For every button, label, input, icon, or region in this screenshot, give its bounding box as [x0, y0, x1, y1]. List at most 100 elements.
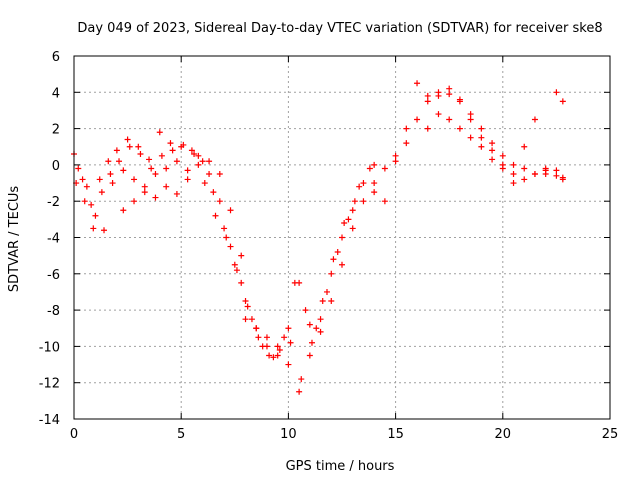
chart-title: Day 049 of 2023, Sidereal Day-to-day VTE… — [77, 21, 602, 36]
data-point — [381, 165, 388, 172]
data-point — [467, 116, 474, 123]
data-point — [328, 298, 335, 305]
data-point — [328, 270, 335, 277]
data-point — [83, 183, 90, 190]
data-point — [360, 180, 367, 187]
data-point — [173, 158, 180, 165]
data-point — [349, 207, 356, 214]
data-point — [169, 147, 176, 154]
data-point — [233, 267, 240, 274]
data-point — [317, 328, 324, 335]
data-point — [75, 165, 82, 172]
data-point — [276, 347, 283, 354]
data-point — [287, 339, 294, 346]
data-point — [478, 143, 485, 150]
data-point — [156, 129, 163, 136]
y-tick-label: -10 — [39, 340, 60, 355]
data-point — [109, 180, 116, 187]
data-point — [371, 161, 378, 168]
data-point — [559, 98, 566, 105]
series-track-3 — [75, 161, 373, 361]
data-point — [334, 249, 341, 256]
data-point — [285, 325, 292, 332]
data-point — [510, 180, 517, 187]
data-point — [124, 136, 131, 143]
data-point — [553, 89, 560, 96]
data-point — [349, 225, 356, 232]
data-point — [553, 172, 560, 179]
x-tick-label: 10 — [280, 427, 297, 442]
series-track-7 — [424, 91, 566, 187]
data-point — [221, 225, 228, 232]
data-point — [330, 256, 337, 263]
data-point — [163, 165, 170, 172]
data-point — [152, 194, 159, 201]
series-track-2 — [73, 141, 358, 383]
y-tick-label: -6 — [47, 268, 60, 283]
data-point — [371, 189, 378, 196]
data-point — [227, 243, 234, 250]
data-point — [248, 316, 255, 323]
data-point — [137, 151, 144, 158]
data-point — [521, 143, 528, 150]
data-point — [351, 198, 358, 205]
data-point — [489, 156, 496, 163]
data-point — [403, 125, 410, 132]
data-point — [339, 261, 345, 268]
data-point — [206, 170, 213, 177]
data-point — [424, 125, 431, 132]
x-tick-label: 15 — [387, 427, 404, 442]
data-point — [392, 152, 399, 159]
data-point — [201, 180, 208, 187]
data-point — [302, 307, 309, 314]
data-point — [296, 279, 303, 286]
data-point — [173, 190, 180, 197]
data-point — [366, 165, 373, 172]
data-point — [81, 198, 88, 205]
data-point — [531, 116, 538, 123]
data-point — [319, 298, 326, 305]
data-point — [281, 334, 288, 341]
data-point — [435, 92, 442, 99]
data-point — [223, 234, 230, 241]
data-point — [146, 156, 153, 163]
data-point — [313, 325, 320, 332]
y-tick-label: -4 — [47, 232, 60, 247]
data-point — [212, 212, 219, 219]
data-point — [478, 125, 485, 132]
data-point — [381, 198, 388, 205]
x-axis-title: GPS time / hours — [286, 459, 395, 474]
data-point — [158, 152, 165, 159]
data-points — [71, 80, 566, 395]
data-point — [510, 161, 517, 168]
grid-lines — [74, 56, 610, 419]
data-point — [152, 170, 159, 177]
data-point — [266, 352, 273, 359]
data-point — [467, 134, 474, 141]
data-point — [323, 288, 330, 295]
data-point — [435, 111, 442, 118]
data-point — [98, 189, 105, 196]
data-point — [191, 151, 198, 158]
data-point — [317, 316, 324, 323]
data-point — [238, 252, 245, 259]
data-point — [446, 91, 453, 98]
data-point — [456, 96, 463, 103]
data-point — [101, 227, 108, 234]
data-point — [553, 167, 560, 174]
data-point — [510, 170, 517, 177]
data-point — [131, 198, 138, 205]
x-tick-label: 5 — [177, 427, 185, 442]
data-point — [308, 339, 315, 346]
data-point — [521, 176, 528, 183]
series-track-6 — [381, 111, 566, 205]
data-point — [238, 279, 245, 286]
data-point — [199, 158, 206, 165]
data-point — [141, 189, 148, 196]
y-tick-label: -14 — [39, 413, 60, 428]
data-point — [244, 303, 251, 310]
data-point — [120, 167, 127, 174]
data-point — [263, 334, 270, 341]
data-point — [167, 140, 174, 147]
y-tick-label: -2 — [47, 195, 60, 210]
